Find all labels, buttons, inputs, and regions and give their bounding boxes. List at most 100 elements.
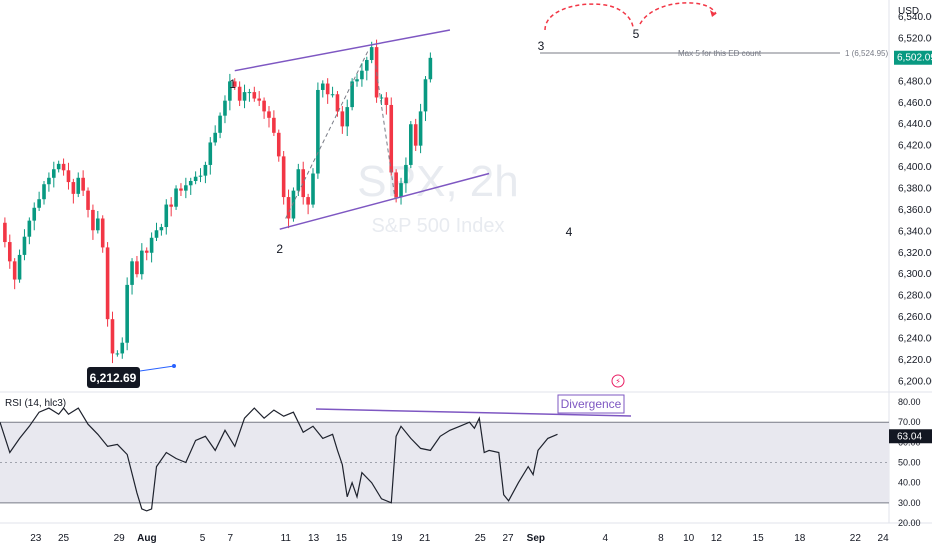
candle-body — [110, 319, 115, 354]
candle-body — [409, 124, 413, 165]
candle-body — [340, 111, 345, 127]
candle-body — [360, 70, 364, 80]
candle-body — [71, 182, 76, 194]
alert-icon[interactable] — [611, 374, 625, 388]
candle-body — [37, 199, 41, 208]
candle-body — [325, 83, 330, 95]
candle-body — [218, 115, 222, 133]
candle-body — [184, 185, 188, 191]
candle-body — [413, 124, 418, 146]
candle-body — [286, 197, 291, 219]
max-level-price-text: 1 (6,524.95) — [845, 49, 888, 58]
candle-body — [394, 172, 398, 198]
rsi-tick-label: 50.00 — [898, 458, 921, 468]
time-tick-label: 15 — [753, 533, 765, 544]
candle-body — [350, 81, 354, 108]
candle-body — [316, 89, 320, 174]
candle-body — [56, 163, 61, 170]
price-tick-label: 6,460.00 — [898, 98, 932, 109]
divergence-label: Divergence — [561, 397, 622, 411]
time-tick-label: 25 — [58, 533, 70, 544]
candle-body — [369, 47, 374, 60]
time-tick-label: 12 — [711, 533, 723, 544]
candle-body — [125, 284, 129, 343]
candle-body — [174, 188, 178, 207]
candle-body — [232, 81, 237, 87]
rsi-tick-label: 40.00 — [898, 478, 921, 488]
time-tick-label: 21 — [419, 533, 431, 544]
price-tick-label: 6,280.00 — [898, 291, 932, 302]
time-tick-label: 8 — [658, 533, 664, 544]
candle-body — [418, 111, 423, 146]
time-tick-label: 4 — [603, 533, 609, 544]
candle-body — [91, 209, 95, 231]
candle-body — [389, 104, 394, 173]
rsi-last-value: 63.04 — [897, 431, 922, 442]
candle-body — [301, 169, 306, 198]
watermark-symbol: SPX, 2h — [357, 157, 518, 206]
candle-body — [130, 261, 134, 285]
divergence-label-box — [557, 394, 625, 414]
candle-body — [188, 181, 193, 186]
time-tick-label: 27 — [503, 533, 515, 544]
candle-body — [213, 132, 217, 143]
candle-body — [267, 111, 271, 118]
candles — [3, 39, 433, 364]
watermark-name: S&P 500 Index — [371, 215, 504, 237]
candle-body — [330, 94, 335, 96]
candle-body — [404, 164, 408, 184]
wave-dash-2-3 — [285, 51, 369, 219]
candle-body — [311, 173, 315, 205]
rsi-tick-label: 70.00 — [898, 417, 921, 427]
price-tick-label: 6,480.00 — [898, 76, 932, 87]
low-price-label: 6,212.69 — [90, 371, 137, 385]
candle-body — [12, 261, 17, 280]
price-tick-label: 6,320.00 — [898, 248, 932, 259]
max-level-text: Max 5 for this ED count — [678, 49, 762, 58]
alert-icon-glyph: ⚡ — [615, 377, 621, 386]
last-price-label: 6,502.09 — [897, 53, 932, 64]
low-price-label-box — [87, 367, 140, 388]
currency-label: USD — [898, 6, 919, 17]
candle-body — [169, 204, 173, 207]
candle-body — [306, 197, 310, 205]
candle-body — [135, 261, 139, 275]
candle-body — [164, 204, 169, 228]
channel-line — [279, 172, 490, 230]
wave-label-2: 2 — [276, 242, 283, 256]
rsi-indicator-label: RSI (14, hlc3) — [5, 398, 66, 409]
time-tick-label: 19 — [391, 533, 403, 544]
time-axis[interactable]: 23 25 29 Aug 5 7 11 13 15 19 21 25 27 Sep 4 8 10 12 15 18 22… — [30, 533, 889, 544]
candle-body — [228, 81, 232, 101]
rsi-tick-label: 20.00 — [898, 518, 921, 528]
candle-body — [208, 142, 213, 165]
candle-body — [86, 190, 90, 210]
time-tick-label: 18 — [794, 533, 806, 544]
price-axis[interactable]: 6,540.006,520.006,500.006,480.006,460.00… — [898, 12, 932, 387]
time-tick-label: 13 — [308, 533, 320, 544]
candle-body — [276, 132, 281, 157]
candle-body — [105, 247, 110, 320]
rsi-tick-label: 80.00 — [898, 397, 921, 407]
candle-body — [203, 164, 208, 176]
projection-arrowhead — [710, 10, 716, 17]
last-price-box — [894, 50, 932, 65]
candle-body — [7, 242, 12, 262]
candle-body — [47, 177, 51, 185]
candle-body — [355, 79, 359, 82]
candle-body — [27, 220, 32, 237]
price-tick-label: 6,520.00 — [898, 34, 932, 45]
time-tick-label: 24 — [878, 533, 890, 544]
price-tick-label: 6,380.00 — [898, 184, 932, 195]
candle-body — [272, 117, 276, 133]
candle-body — [242, 92, 247, 101]
projection-arrow-2 — [639, 2, 717, 25]
overlays: 1 2 3 4 5 Max 5 for this ED count 1 (6,524.95)… — [87, 27, 932, 388]
time-tick-label: 11 — [281, 533, 292, 544]
candle-body — [149, 237, 154, 253]
candle-body — [120, 342, 125, 354]
time-tick-label: 10 — [683, 533, 695, 544]
candle-body — [115, 353, 120, 355]
